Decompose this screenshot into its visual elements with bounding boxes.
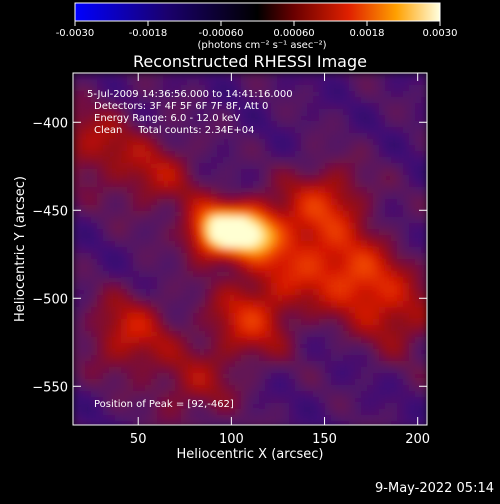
x-axis-ticks: 50 100 150 200 <box>130 73 430 447</box>
annotation-peak-position: Position of Peak = [92,-462] <box>94 399 234 410</box>
colorbar-tick-label: -0.0018 <box>129 28 168 39</box>
annotation-clean-counts: Clean Total counts: 2.34E+04 <box>94 125 254 136</box>
y-tick-label: −450 <box>32 204 68 219</box>
annotation-detectors: Detectors: 3F 4F 5F 6F 7F 8F, Att 0 <box>94 101 268 112</box>
colorbar-ticks: -0.0030 -0.0018 -0.00060 0.00060 0.0018 0.003… <box>56 21 458 39</box>
colorbar-tick-label: -0.00060 <box>199 28 244 39</box>
plot-frame <box>72 72 428 426</box>
y-tick-label: −550 <box>32 380 68 395</box>
colorbar-tick-label: 0.0030 <box>423 28 458 39</box>
annotation-energy-range: Energy Range: 6.0 - 12.0 keV <box>94 113 240 124</box>
colorbar-tick-label: 0.0018 <box>350 28 385 39</box>
colorbar-tick-label: -0.0030 <box>56 28 95 39</box>
x-tick-label: 150 <box>312 432 337 447</box>
y-tick-label: −500 <box>32 292 68 307</box>
chart-title: Reconstructed RHESSI Image <box>133 52 367 71</box>
colorbar-unit-label: (photons cm⁻² s⁻¹ asec⁻²) <box>197 40 326 51</box>
y-tick-label: −400 <box>32 116 68 131</box>
y-axis-label: Heliocentric Y (arcsec) <box>13 176 28 322</box>
timestamp: 9-May-2022 05:14 <box>375 481 494 496</box>
x-tick-label: 50 <box>130 432 147 447</box>
x-axis-label: Heliocentric X (arcsec) <box>177 447 324 462</box>
colorbar-tick-label: 0.00060 <box>273 28 314 39</box>
annotation-time-range: 5-Jul-2009 14:36:56.000 to 14:41:16.000 <box>87 89 293 100</box>
y-axis-ticks: −400 −450 −500 −550 <box>32 116 427 395</box>
x-tick-label: 200 <box>405 432 430 447</box>
colorbar-gradient <box>74 2 441 22</box>
x-tick-label: 100 <box>219 432 244 447</box>
heatmap-image <box>73 73 427 425</box>
